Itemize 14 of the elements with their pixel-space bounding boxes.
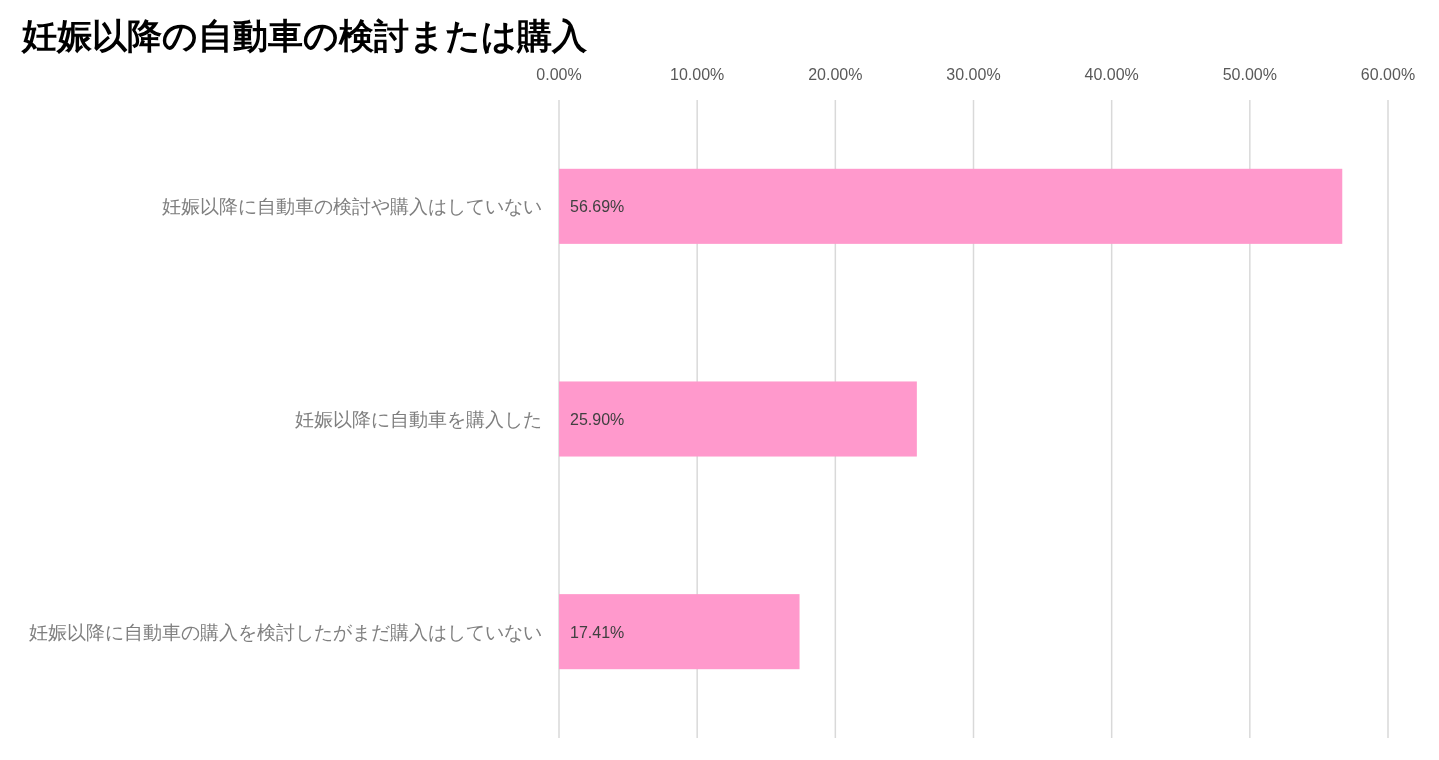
tick-label: 50.00%: [1222, 66, 1277, 83]
category-label: 妊娠以降に自動車の検討や購入はしていない: [162, 195, 542, 217]
tick-label: 40.00%: [1084, 66, 1139, 83]
tick-label: 20.00%: [808, 66, 863, 83]
category-label: 妊娠以降に自動車を購入した: [295, 408, 542, 430]
category-label: 妊娠以降に自動車の購入を検討したがまだ購入はしていない: [29, 621, 542, 643]
value-label: 25.90%: [570, 410, 625, 428]
tick-label: 30.00%: [946, 66, 1001, 83]
tick-label: 0.00%: [536, 66, 582, 83]
value-label: 56.69%: [570, 197, 625, 215]
value-label: 17.41%: [570, 623, 625, 641]
tick-label: 10.00%: [670, 66, 725, 83]
tick-label: 60.00%: [1360, 66, 1416, 83]
title: 妊娠以降の自動車の検討または購入: [22, 16, 587, 55]
